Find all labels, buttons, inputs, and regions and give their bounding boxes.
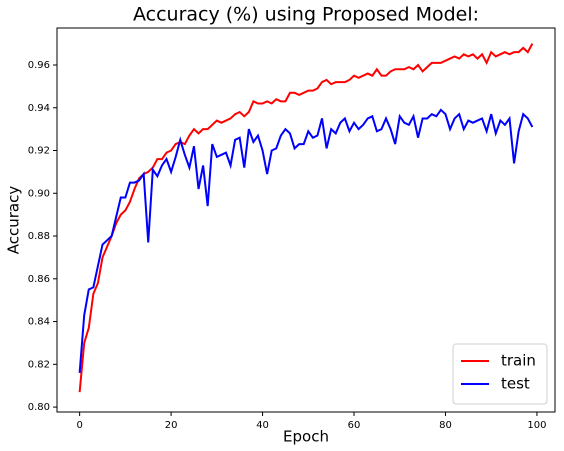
x-tick-label: 80	[439, 420, 452, 431]
x-tick-label: 20	[165, 420, 178, 431]
legend-label: test	[501, 375, 530, 393]
y-tick-label: 0.92	[28, 146, 50, 157]
legend-label: train	[501, 352, 536, 370]
y-tick-label: 0.88	[28, 231, 50, 242]
series-line	[78, 43, 534, 393]
y-tick-label: 0.96	[28, 60, 50, 71]
axes-frame	[56, 27, 556, 413]
y-tick-label: 0.94	[28, 103, 50, 114]
y-tick-label: 0.80	[28, 402, 50, 413]
chart-title: Accuracy (%) using Proposed Model:	[133, 4, 479, 26]
y-tick-label: 0.86	[28, 274, 50, 285]
y-tick-label: 0.90	[28, 188, 50, 199]
y-tick-label: 0.82	[28, 359, 50, 370]
x-tick-label: 100	[527, 420, 546, 431]
series-line	[78, 108, 534, 373]
x-tick-label: 0	[76, 420, 82, 431]
x-tick-label: 40	[256, 420, 269, 431]
legend-box	[452, 343, 548, 405]
x-tick-label: 60	[348, 420, 361, 431]
y-axis-label: Accuracy	[5, 186, 23, 255]
x-axis-label: Epoch	[283, 428, 329, 446]
y-tick-label: 0.84	[28, 317, 50, 328]
